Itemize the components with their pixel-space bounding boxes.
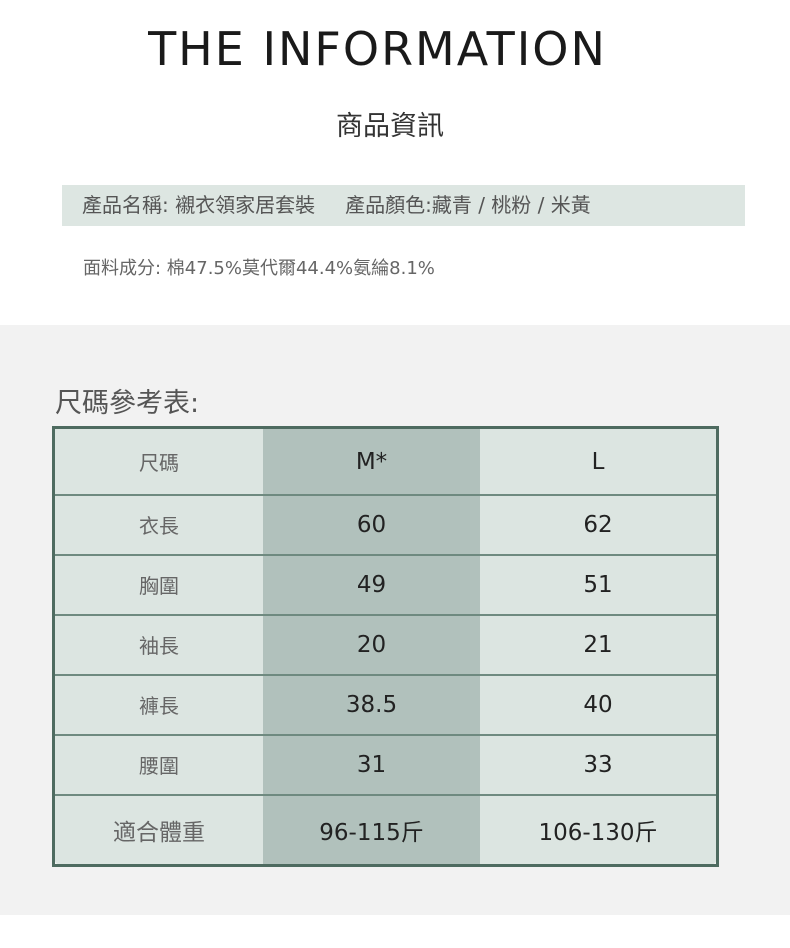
table-row: 褲長 38.5 40	[53, 674, 718, 736]
table-row: 胸圍 49 51	[53, 554, 718, 616]
table-row: 腰圍 31 33	[53, 734, 718, 796]
header-cell: L	[480, 427, 718, 496]
cell-l: 40	[480, 674, 718, 736]
product-info-bar: 產品名稱: 襯衣領家居套裝 產品顏色:藏青 / 桃粉 / 米黃	[62, 185, 745, 226]
row-label: 腰圍	[53, 734, 263, 796]
table-row: 衣長 60 62	[53, 495, 718, 556]
cell-m: 60	[263, 495, 480, 556]
row-label: 褲長	[53, 674, 263, 736]
cell-m: 49	[263, 554, 480, 616]
cell-m: 96-115斤	[263, 794, 480, 866]
cell-l: 21	[480, 614, 718, 676]
cell-m: 38.5	[263, 674, 480, 736]
cell-l: 106-130斤	[538, 819, 658, 846]
product-name: 產品名稱: 襯衣領家居套裝	[82, 193, 316, 217]
cell-m: 20	[263, 614, 480, 676]
cell-l: 51	[480, 554, 718, 616]
row-label: 袖長	[53, 614, 263, 676]
table-row: 袖長 20 21	[53, 614, 718, 676]
row-label: 適合體重	[113, 819, 205, 846]
row-label: 衣長	[53, 495, 263, 556]
page-title: THE INFORMATION	[148, 22, 607, 76]
cell-l: 62	[480, 495, 718, 556]
fabric-composition: 面料成分: 棉47.5%莫代爾44.4%氨綸8.1%	[83, 258, 435, 279]
page-subtitle: 商品資訊	[336, 111, 444, 142]
header-cell: M*	[263, 427, 480, 496]
cell-m: 31	[263, 734, 480, 796]
size-chart-title: 尺碼參考表:	[55, 388, 200, 419]
cell-l: 33	[480, 734, 718, 796]
product-color: 產品顏色:藏青 / 桃粉 / 米黃	[345, 193, 591, 217]
row-label: 胸圍	[53, 554, 263, 616]
table-header-row: 尺碼 M* L	[53, 427, 718, 496]
header-cell: 尺碼	[53, 427, 263, 496]
size-chart-table: 尺碼 M* L 衣長 60 62 胸圍 49 51 袖長 20 21 褲長 38.5 40 腰圍…	[52, 426, 719, 867]
table-row: 適合體重 96-115斤 106-130斤	[54, 794, 718, 866]
